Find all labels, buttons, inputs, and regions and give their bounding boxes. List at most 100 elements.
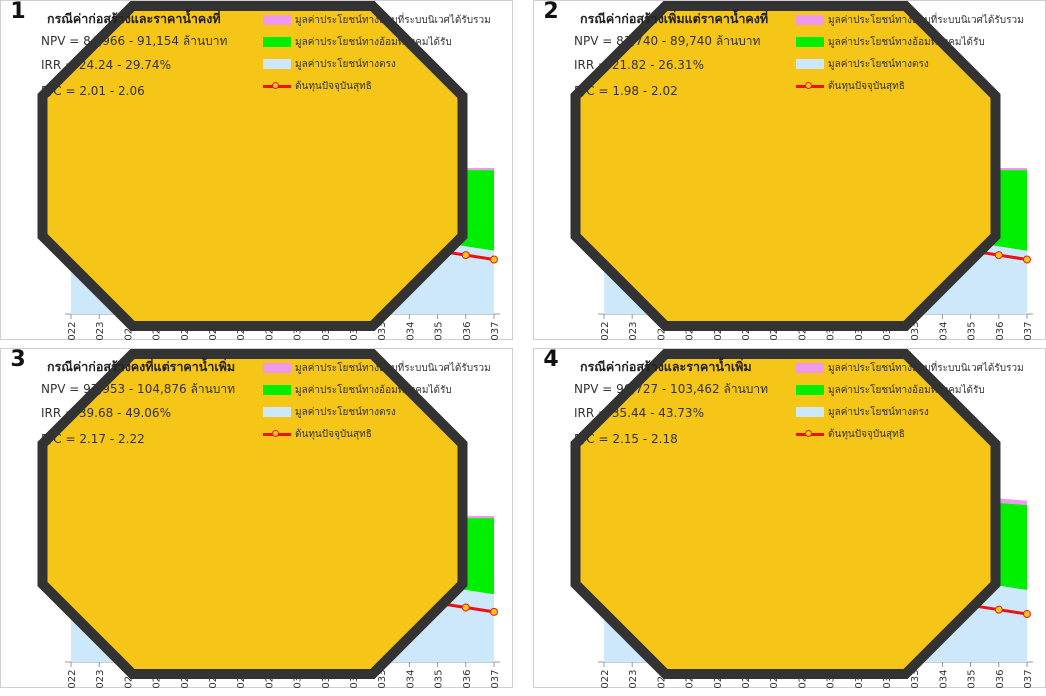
- x-tick-label: 2037: [1023, 670, 1034, 689]
- x-tick-label: 2022: [600, 670, 611, 689]
- chart-title: กรณีค่าก่อสร้างและราคาน้ำเพิ่ม: [580, 359, 752, 374]
- x-tick-label: 2027: [208, 322, 219, 341]
- x-tick-label: 2034: [405, 322, 416, 341]
- panel-number: 2: [543, 0, 559, 24]
- legend-label: มูลค่าประโยชน์ทางอ้อมที่สังคมได้รับ: [828, 384, 985, 396]
- x-tick-label: 2028: [769, 322, 780, 341]
- x-tick-label: 2036: [995, 322, 1006, 341]
- npv-text: NPV = 97,953 - 104,876 ล้านบาท: [41, 382, 236, 396]
- legend-item-ecosystem: มูลค่าประโยชน์ทางอ้อมที่ระบบนิเวศได้รับร…: [796, 9, 1024, 31]
- irr-text: IRR = 35.44 - 43.73%: [574, 406, 704, 420]
- bc-text: B/C = 2.17 - 2.22: [41, 432, 145, 446]
- x-tick-label: 2034: [938, 322, 949, 341]
- legend-item-cost: ต้นทุนปัจจุบันสุทธิ: [796, 75, 1024, 97]
- x-tick-label: 2029: [797, 322, 808, 341]
- cost-point: [994, 251, 1003, 260]
- x-tick-label: 2029: [264, 670, 275, 689]
- x-tick-label: 2028: [769, 670, 780, 689]
- x-tick-label: 2033: [377, 322, 388, 341]
- x-tick-label: 2022: [67, 322, 78, 341]
- x-tick-label: 2025: [152, 670, 163, 689]
- legend-item-cost: ต้นทุนปัจจุบันสุทธิ: [796, 423, 1024, 445]
- panel-number: 4: [543, 347, 559, 372]
- cost-point: [994, 605, 1003, 614]
- x-tick-label: 2024: [656, 322, 667, 341]
- legend-label: มูลค่าประโยชน์ทางอ้อมที่สังคมได้รับ: [295, 384, 452, 396]
- legend-swatch: [263, 81, 291, 91]
- x-tick-label: 2029: [797, 670, 808, 689]
- x-tick-label: 2025: [152, 322, 163, 341]
- npv-text: NPV = 83,740 - 89,740 ล้านบาท: [574, 34, 761, 48]
- x-tick-label: 2027: [741, 322, 752, 341]
- x-tick-label: 2033: [910, 322, 921, 341]
- legend-label: มูลค่าประโยชน์ทางอ้อมที่สังคมได้รับ: [828, 36, 985, 48]
- x-tick-label: 2032: [349, 322, 360, 341]
- legend-swatch: [796, 407, 824, 417]
- x-tick-label: 2023: [628, 670, 639, 689]
- x-tick-label: 2037: [490, 670, 501, 689]
- x-tick-label: 2033: [910, 670, 921, 689]
- legend-item-direct: มูลค่าประโยชน์ทางตรง: [263, 401, 491, 423]
- legend: มูลค่าประโยชน์ทางอ้อมที่ระบบนิเวศได้รับร…: [796, 9, 1024, 97]
- legend: มูลค่าประโยชน์ทางอ้อมที่ระบบนิเวศได้รับร…: [796, 357, 1024, 445]
- x-tick-label: 2027: [208, 670, 219, 689]
- x-tick-label: 2027: [741, 670, 752, 689]
- x-tick-label: 2026: [180, 322, 191, 341]
- x-tick-label: 2030: [826, 670, 837, 689]
- x-tick-label: 2032: [882, 322, 893, 341]
- legend-swatch: [263, 15, 291, 25]
- x-tick-label: 2029: [264, 322, 275, 341]
- x-tick-label: 2023: [628, 322, 639, 341]
- x-tick-label: 2023: [95, 670, 106, 689]
- legend-swatch: [796, 37, 824, 47]
- irr-text: IRR = 39.68 - 49.06%: [41, 406, 171, 420]
- legend-item-social: มูลค่าประโยชน์ทางอ้อมที่สังคมได้รับ: [796, 31, 1024, 53]
- panel-number-badge: 4: [529, 344, 1001, 679]
- x-tick-label: 2030: [826, 322, 837, 341]
- x-tick-label: 2026: [713, 670, 724, 689]
- cost-point: [1023, 255, 1031, 264]
- legend-label: ต้นทุนปัจจุบันสุทธิ: [295, 428, 372, 440]
- x-tick-label: 2035: [434, 670, 445, 689]
- legend-label: มูลค่าประโยชน์ทางตรง: [295, 58, 396, 70]
- panel-number-badge: 1: [0, 0, 468, 331]
- irr-text: IRR = 21.82 - 26.31%: [574, 58, 704, 72]
- legend: มูลค่าประโยชน์ทางอ้อมที่ระบบนิเวศได้รับร…: [263, 9, 491, 97]
- legend-swatch: [796, 363, 824, 373]
- x-tick-label: 2028: [236, 322, 247, 341]
- cost-point: [461, 603, 470, 612]
- chart-panel-1: 2022 2023 2024 2025 2026 2027 2028 2029 2030 2031…: [0, 0, 513, 341]
- x-tick-label: 2025: [685, 670, 696, 689]
- legend-swatch: [263, 385, 291, 395]
- legend-swatch: [263, 407, 291, 417]
- x-tick-label: 2031: [854, 670, 865, 689]
- bc-text: B/C = 1.98 - 2.02: [574, 84, 678, 98]
- x-tick-label: 2035: [967, 322, 978, 341]
- x-tick-label: 2036: [462, 670, 473, 689]
- irr-text: IRR = 24.24 - 29.74%: [41, 58, 171, 72]
- chart-title: กรณีค่าก่อสร้างเพิ่มแต่ราคาน้ำคงที่: [580, 11, 769, 26]
- x-tick-label: 2025: [685, 322, 696, 341]
- legend: มูลค่าประโยชน์ทางอ้อมที่ระบบนิเวศได้รับร…: [263, 357, 491, 445]
- legend-swatch: [796, 59, 824, 69]
- legend-item-direct: มูลค่าประโยชน์ทางตรง: [263, 53, 491, 75]
- x-tick-label: 2022: [600, 322, 611, 341]
- legend-swatch: [796, 81, 824, 91]
- bc-text: B/C = 2.01 - 2.06: [41, 84, 145, 98]
- legend-item-social: มูลค่าประโยชน์ทางอ้อมที่สังคมได้รับ: [263, 31, 491, 53]
- panel-number-badge: 3: [0, 344, 468, 679]
- legend-label: มูลค่าประโยชน์ทางอ้อมที่ระบบนิเวศได้รับร…: [828, 362, 1024, 374]
- x-tick-label: 2030: [293, 670, 304, 689]
- legend-item-cost: ต้นทุนปัจจุบันสุทธิ: [263, 423, 491, 445]
- legend-item-ecosystem: มูลค่าประโยชน์ทางอ้อมที่ระบบนิเวศได้รับร…: [263, 9, 491, 31]
- x-tick-label: 2024: [123, 322, 134, 341]
- cost-point: [461, 251, 470, 260]
- legend-swatch: [796, 429, 824, 439]
- legend-swatch: [263, 37, 291, 47]
- x-tick-label: 2033: [377, 670, 388, 689]
- cost-point: [490, 607, 498, 616]
- x-tick-label: 2036: [462, 322, 473, 341]
- x-tick-label: 2028: [236, 670, 247, 689]
- legend-label: ต้นทุนปัจจุบันสุทธิ: [828, 80, 905, 92]
- legend-swatch: [796, 15, 824, 25]
